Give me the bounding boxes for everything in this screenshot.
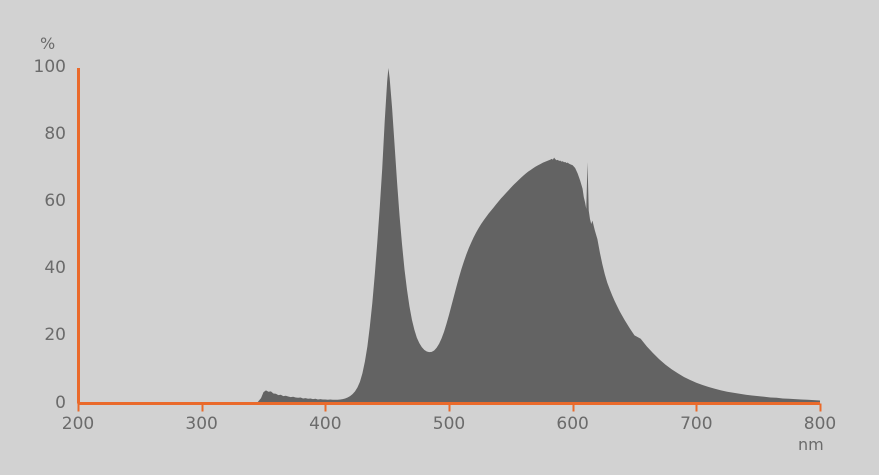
x-tick-label: 600 (556, 414, 589, 434)
y-tick-label: 0 (55, 392, 66, 413)
x-tick-label: 700 (680, 414, 713, 434)
spectrum-area-path (78, 68, 820, 404)
x-tick-label: 300 (185, 414, 218, 434)
x-tick-label: 200 (61, 414, 95, 434)
y-tick-label: 100 (33, 57, 66, 77)
x-tick-marks (77, 403, 822, 412)
y-tick-label: 40 (44, 258, 66, 279)
y-tick-label: 60 (44, 191, 66, 212)
y-tick-label: 80 (44, 124, 66, 145)
y-axis-title: % (40, 34, 56, 53)
x-axis-title: nm (798, 435, 824, 454)
x-tick-label: 400 (309, 414, 342, 434)
x-tick-label: 800 (803, 414, 837, 434)
x-tick-label: 500 (432, 414, 466, 434)
y-tick-label: 20 (44, 325, 66, 346)
